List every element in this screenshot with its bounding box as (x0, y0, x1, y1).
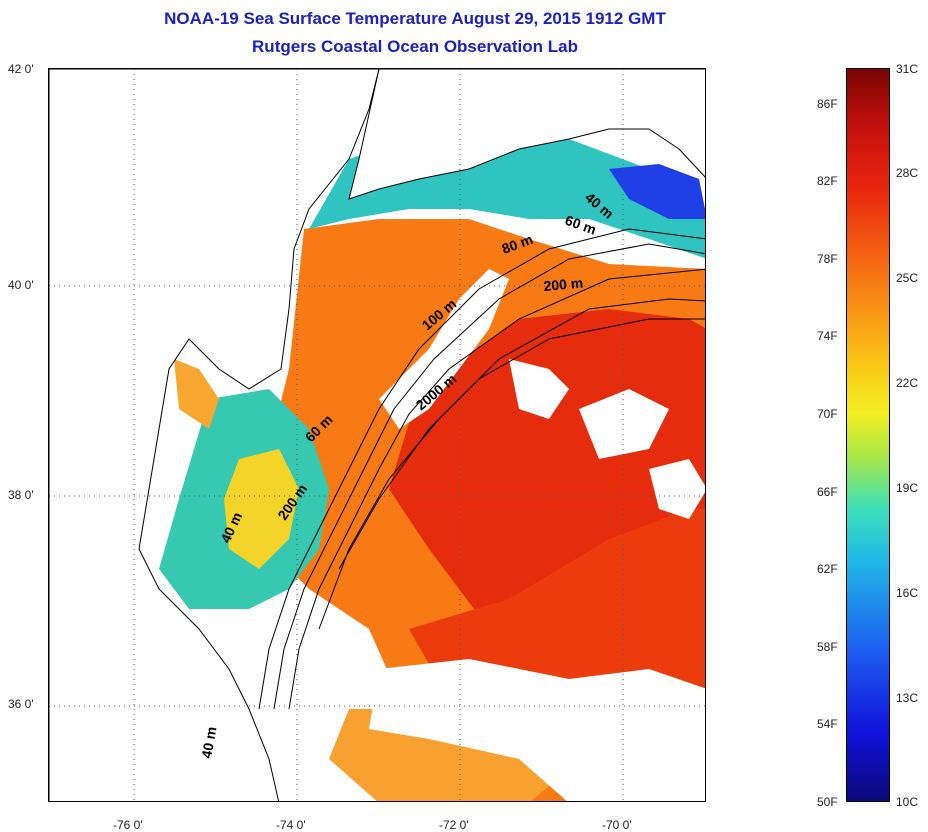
lon-label: -70 0' (602, 818, 632, 832)
colorbar-c-label: 13C (896, 691, 919, 705)
colorbar-f-label: 58F (817, 640, 838, 654)
colorbar-c-label: 25C (896, 271, 919, 285)
colorbar-f-label: 86F (817, 97, 838, 111)
cloud-gap-4 (369, 659, 705, 801)
colorbar-c-label: 10C (896, 795, 919, 809)
cloud-gap-5 (649, 459, 705, 519)
lon-label: -74 0' (276, 818, 306, 832)
cloud-gap-3 (579, 389, 669, 459)
land-mainland (49, 69, 380, 801)
sst-map: 40 m 60 m 80 m 200 m 100 m 2000 m 60 m 2… (48, 68, 706, 802)
sst-map-svg: 40 m 60 m 80 m 200 m 100 m 2000 m 60 m 2… (49, 69, 705, 801)
lat-label: 36 0' (8, 697, 34, 711)
colorbar-f-label: 54F (817, 717, 838, 731)
colorbar-f-label: 50F (817, 795, 838, 809)
cold-water-patch (609, 164, 705, 219)
lon-label: -76 0' (113, 818, 143, 832)
colorbar-c-label: 16C (896, 586, 919, 600)
mixed-shelf-water (224, 449, 299, 569)
contour-label: 40 m (198, 725, 219, 759)
colorbar-c-label: 22C (896, 376, 919, 390)
colorbar-f-label: 66F (817, 485, 838, 499)
lat-label: 40 0' (8, 278, 34, 292)
colorbar-f-label: 62F (817, 562, 838, 576)
lat-label: 38 0' (8, 488, 34, 502)
map-subtitle: Rutgers Coastal Ocean Observation Lab (252, 37, 578, 56)
colorbar-c-label: 28C (896, 166, 919, 180)
cloud-gap-1 (379, 269, 509, 429)
temperature-colorbar (846, 68, 890, 802)
bathymetry-contours (258, 228, 705, 710)
colorbar-f-label: 74F (817, 329, 838, 343)
lat-label: 42 0' (8, 62, 34, 76)
colorbar-f-label: 82F (817, 174, 838, 188)
land-new-england (348, 69, 705, 200)
lon-label: -72 0' (439, 818, 469, 832)
colorbar-c-label: 19C (896, 481, 919, 495)
colorbar-f-label: 70F (817, 407, 838, 421)
colorbar-c-label: 31C (896, 62, 919, 76)
cloud-gap-2 (509, 359, 569, 419)
contour-label: 200 m (543, 275, 584, 294)
colorbar-f-label: 78F (817, 252, 838, 266)
map-title: NOAA-19 Sea Surface Temperature August 2… (164, 9, 666, 28)
bay-water (174, 359, 219, 429)
